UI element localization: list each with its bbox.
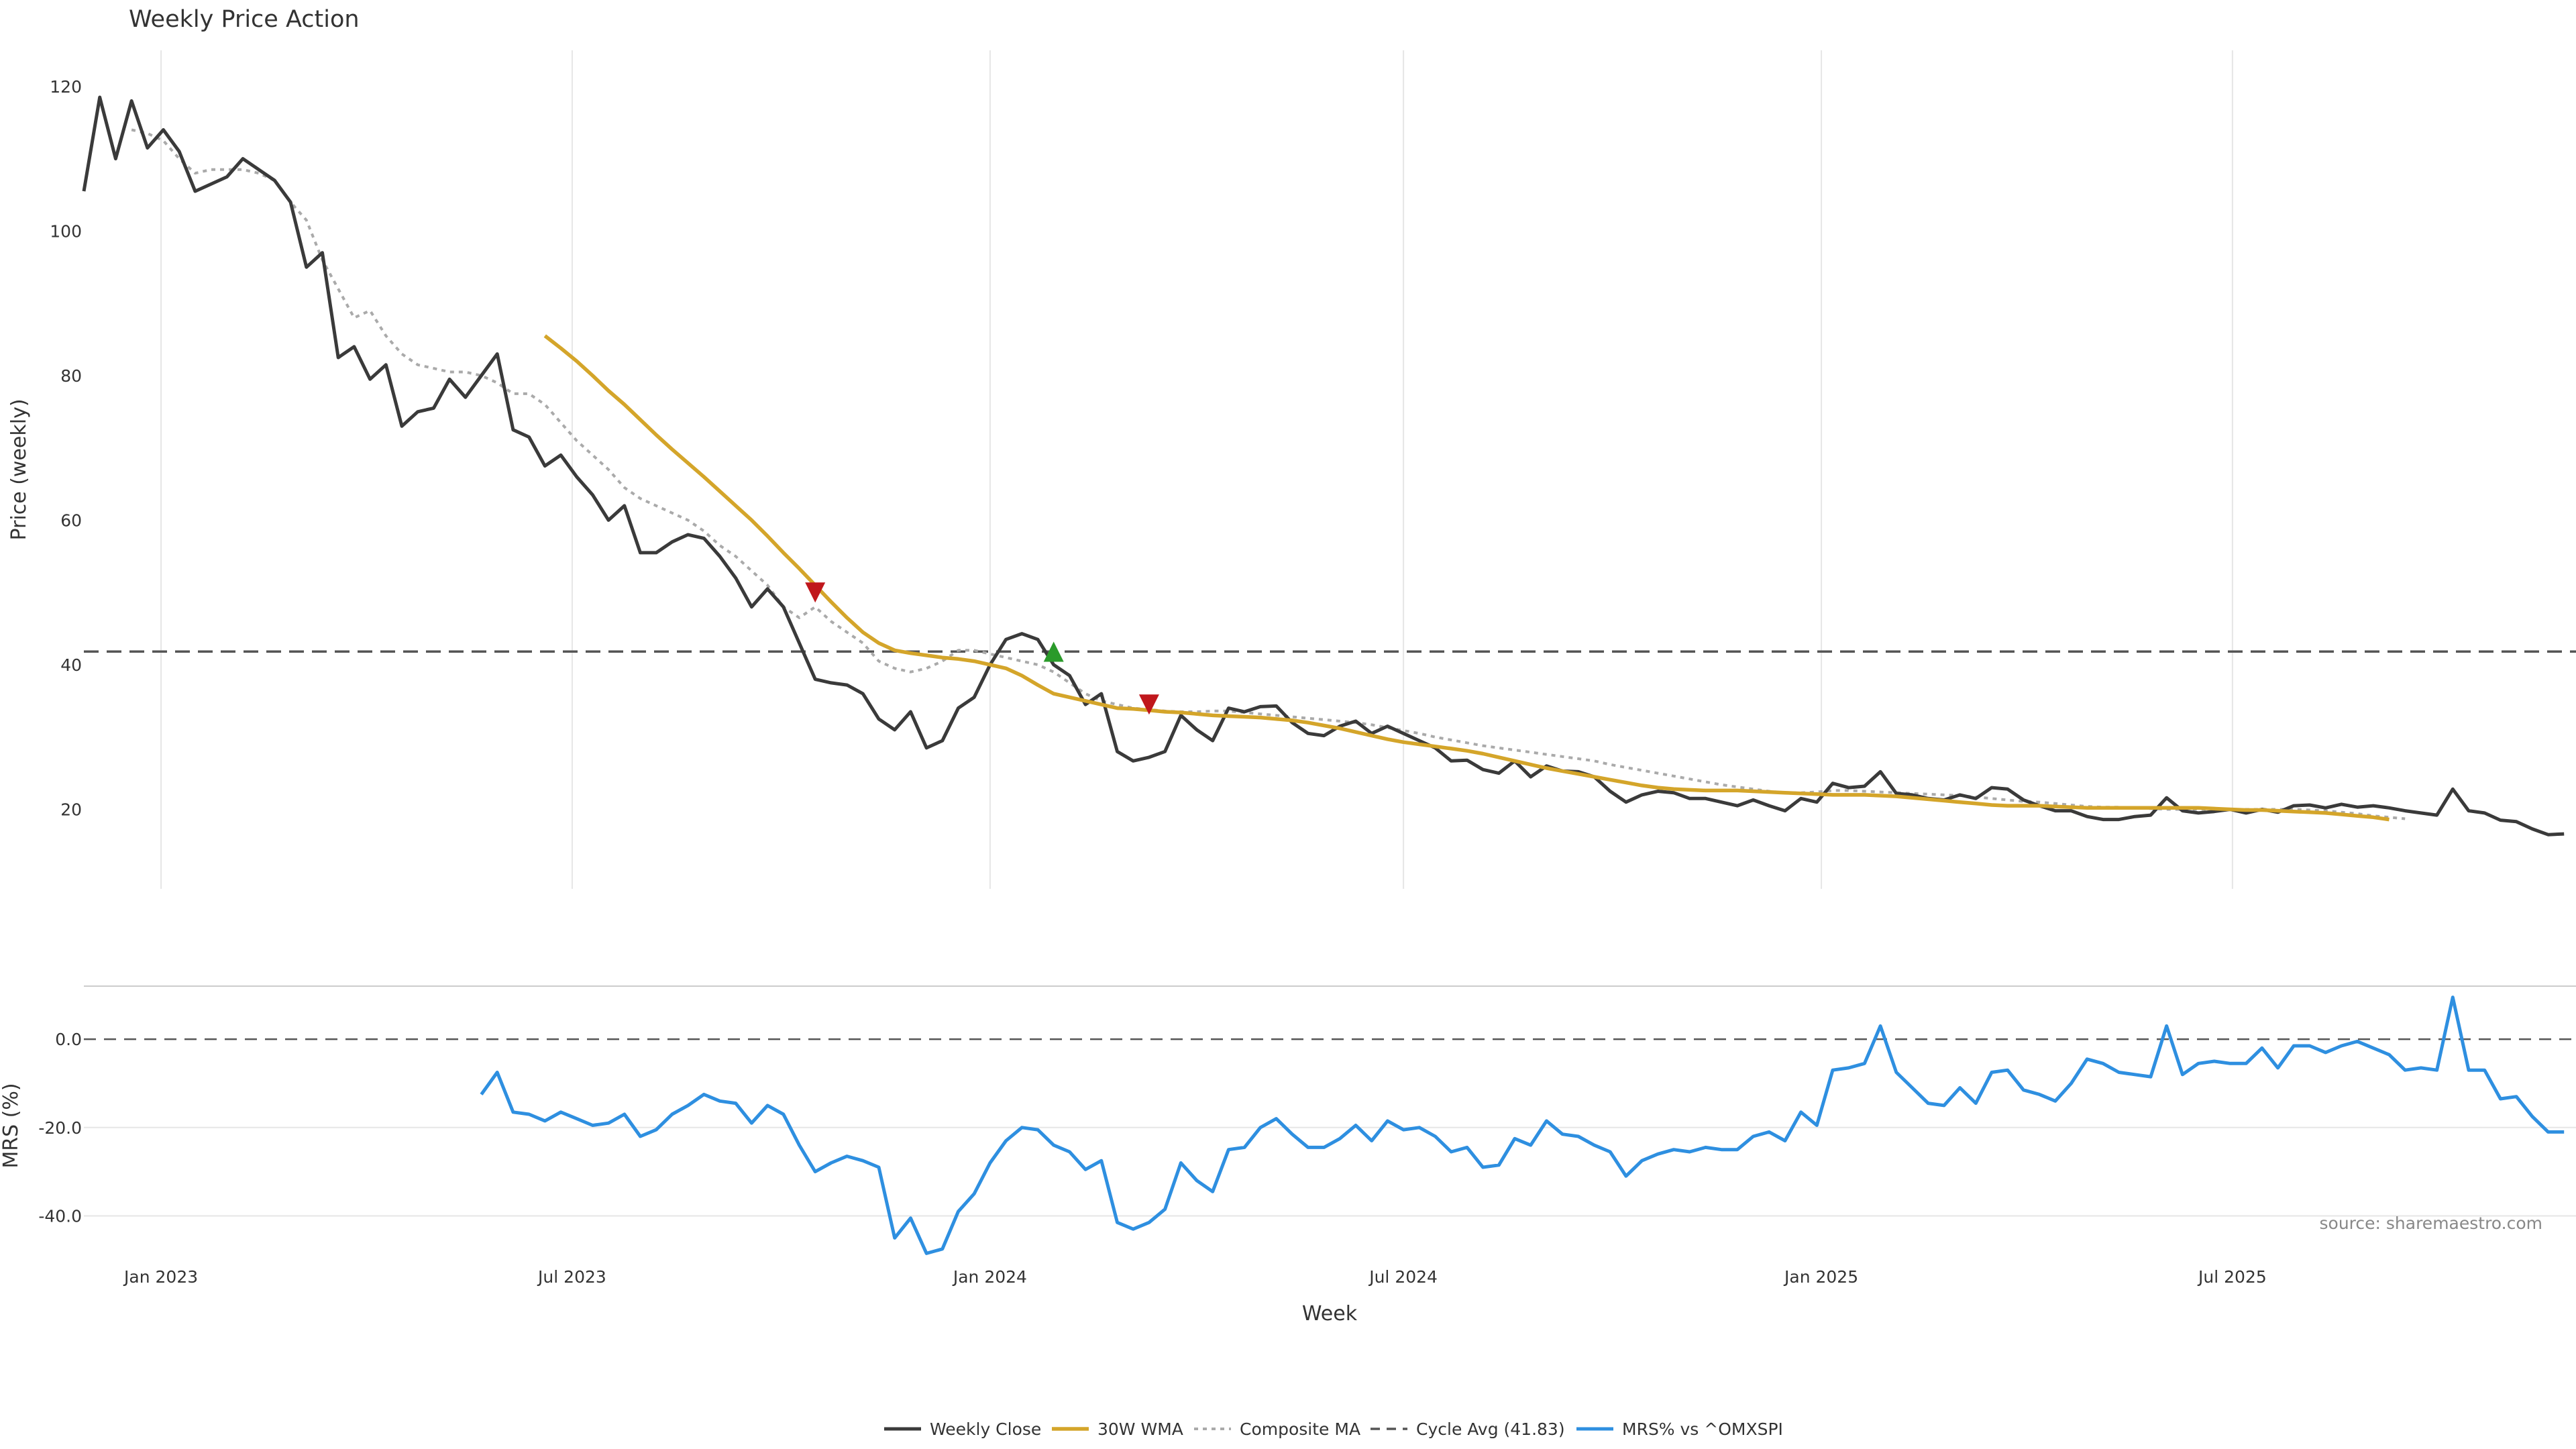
price-y-tick-label: 120 <box>50 77 82 97</box>
x-tick-label: Jul 2023 <box>537 1267 606 1287</box>
mrs-y-axis-label: MRS (%) <box>0 1083 23 1168</box>
price-y-tick-label: 80 <box>60 366 82 386</box>
price-y-axis-label: Price (weekly) <box>7 398 31 540</box>
gridlines <box>84 50 2576 1217</box>
source-note: source: sharemaestro.com <box>2320 1214 2543 1233</box>
x-tick-label: Jan 2023 <box>123 1267 198 1287</box>
mrs-y-tick-label: -40.0 <box>38 1206 82 1226</box>
x-tick-label: Jan 2024 <box>952 1267 1027 1287</box>
legend-label: Cycle Avg (41.83) <box>1416 1419 1565 1439</box>
price-y-tick-label: 20 <box>60 800 82 819</box>
legend-label: Weekly Close <box>930 1419 1041 1439</box>
price-y-tick-label: 40 <box>60 655 82 675</box>
legend-label: 30W WMA <box>1097 1419 1183 1439</box>
x-tick-labels: Jan 2023 Jul 2023 Jan 2024 Jul 2024 Jan 2025… <box>123 1267 2267 1287</box>
series-lines <box>82 95 2565 1255</box>
x-tick-label: Jan 2025 <box>1783 1267 1858 1287</box>
legend-label: MRS% vs ^OMXSPI <box>1622 1419 1783 1439</box>
signal-markers <box>805 582 1159 715</box>
x-tick-label: Jul 2024 <box>1368 1267 1438 1287</box>
sell-signal-marker <box>805 582 826 603</box>
mrs-y-tick-label: 0.0 <box>55 1030 82 1049</box>
legend-label: Composite MA <box>1240 1419 1360 1439</box>
wma30-line <box>543 334 2390 822</box>
sell-signal-marker <box>1138 694 1159 715</box>
price-y-tick-label: 100 <box>50 221 82 241</box>
y-tick-labels: 20 40 60 80 100 120 0.0 -20.0 -40.0 <box>38 77 82 1226</box>
price-y-tick-label: 60 <box>60 511 82 530</box>
reference-lines <box>84 650 2576 1040</box>
x-tick-label: Jul 2025 <box>2197 1267 2267 1287</box>
mrs-y-tick-label: -20.0 <box>38 1118 82 1138</box>
weekly-close-line <box>82 95 2565 837</box>
buy-signal-marker <box>1043 641 1064 662</box>
x-axis-label: Week <box>1302 1302 1358 1326</box>
composite-ma-line <box>131 128 2406 820</box>
mrs-line <box>480 996 2565 1255</box>
legend: Weekly Close 30W WMA Composite MA Cycle Avg… <box>884 1419 1783 1439</box>
chart-title: Weekly Price Action <box>129 6 360 33</box>
